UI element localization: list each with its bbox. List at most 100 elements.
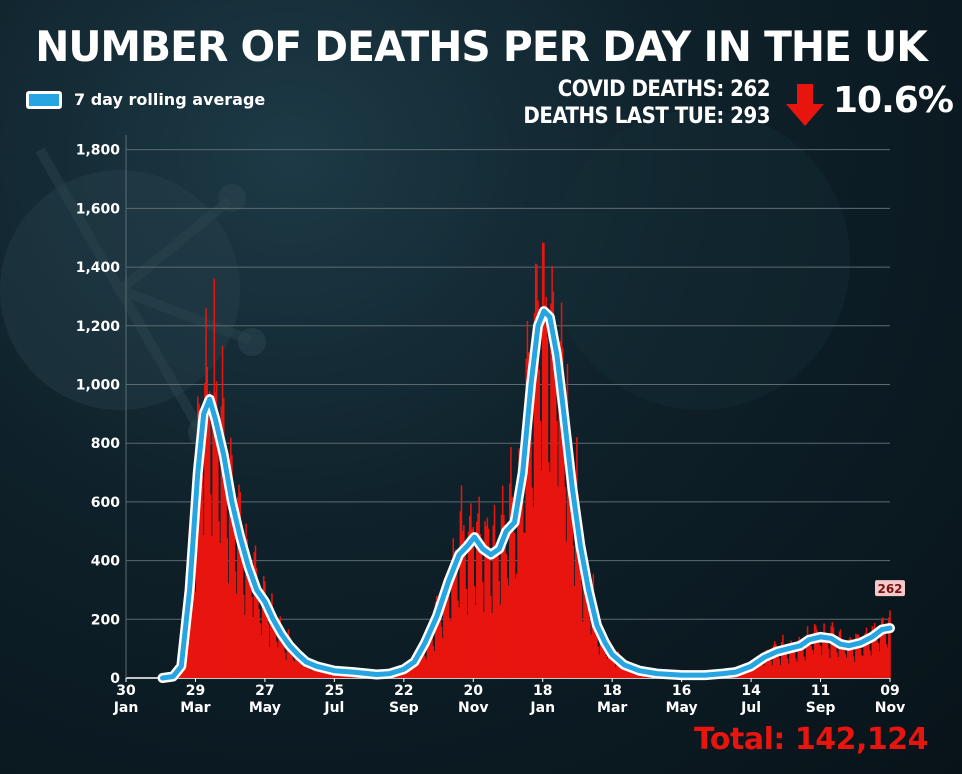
daily-bar: [217, 444, 219, 678]
daily-bar: [245, 523, 247, 678]
daily-bar: [424, 656, 426, 678]
daily-bar: [763, 665, 765, 678]
daily-bar: [607, 643, 610, 678]
daily-bar: [552, 291, 555, 678]
daily-bar: [509, 483, 511, 678]
daily-bar: [809, 637, 811, 678]
daily-bar: [520, 497, 523, 678]
daily-bar: [425, 659, 427, 678]
daily-bar: [759, 660, 762, 678]
daily-bar: [572, 545, 575, 678]
daily-bar: [800, 641, 803, 678]
daily-bar: [262, 576, 265, 678]
daily-bar: [213, 278, 216, 678]
daily-bar: [765, 650, 768, 678]
x-tick-day: 18: [602, 683, 621, 699]
daily-bar: [613, 661, 616, 678]
daily-bar: [884, 634, 887, 678]
daily-bar: [862, 656, 864, 678]
daily-bar: [869, 650, 871, 678]
daily-bar: [456, 566, 458, 678]
daily-bar: [856, 634, 858, 678]
daily-bar: [783, 648, 785, 678]
daily-bar: [760, 658, 763, 678]
daily-bar: [532, 506, 535, 678]
daily-bar: [531, 487, 533, 678]
daily-bar: [457, 600, 459, 678]
daily-bar: [544, 304, 546, 678]
x-tick-day: 18: [533, 683, 552, 699]
daily-bar: [433, 651, 436, 678]
daily-bar: [240, 536, 243, 678]
y-tick-label: 0: [110, 671, 120, 687]
daily-bar: [852, 656, 855, 678]
daily-bar: [845, 657, 848, 678]
daily-bar: [559, 340, 562, 678]
daily-bar: [234, 571, 237, 678]
daily-bar: [541, 242, 544, 678]
daily-bar: [787, 663, 790, 678]
daily-bar: [584, 550, 586, 678]
daily-bar: [772, 645, 775, 678]
chart-title: NUMBER OF DEATHS PER DAY IN THE UK: [35, 22, 928, 71]
daily-bar: [879, 629, 882, 678]
daily-bar: [230, 437, 232, 678]
daily-bar: [437, 598, 439, 678]
daily-bar: [504, 545, 506, 678]
daily-bar: [464, 543, 466, 678]
daily-bar: [511, 497, 513, 678]
daily-bar: [789, 643, 791, 678]
daily-bar: [311, 662, 313, 678]
daily-bar: [594, 619, 597, 678]
daily-bar: [570, 459, 572, 678]
daily-bar: [478, 496, 480, 678]
daily-bar: [775, 643, 777, 678]
daily-bar: [512, 498, 515, 678]
daily-bar: [605, 656, 608, 678]
daily-bar: [452, 538, 455, 678]
daily-bar: [819, 645, 822, 678]
daily-bar: [556, 420, 558, 678]
daily-bar: [860, 655, 863, 678]
daily-bar: [587, 600, 590, 678]
daily-bar: [471, 529, 473, 678]
daily-bar: [790, 640, 792, 678]
daily-bar: [517, 475, 519, 678]
daily-bar: [598, 654, 600, 678]
daily-bar: [453, 554, 456, 678]
daily-bar: [265, 594, 267, 678]
daily-bar: [830, 626, 832, 678]
daily-bar: [524, 532, 526, 678]
daily-bar: [228, 481, 231, 678]
daily-bar: [745, 671, 748, 678]
daily-bar: [844, 653, 847, 678]
daily-bar: [546, 337, 549, 678]
daily-bar: [310, 670, 312, 678]
daily-bar: [554, 349, 557, 678]
daily-bar: [593, 611, 596, 678]
daily-bar: [579, 545, 582, 678]
daily-bar: [255, 567, 258, 678]
daily-bar: [751, 665, 754, 678]
x-tick-day: 20: [464, 683, 484, 699]
x-tick-day: 29: [186, 683, 205, 699]
daily-bar: [231, 455, 233, 678]
daily-bar: [826, 638, 829, 678]
daily-bar: [824, 635, 827, 678]
daily-bar: [246, 539, 249, 678]
daily-bar: [241, 554, 244, 678]
daily-bar: [202, 535, 205, 678]
daily-bar: [630, 670, 632, 678]
daily-bar: [498, 581, 500, 678]
x-tick-day: 30: [116, 683, 136, 699]
daily-bar: [609, 640, 611, 678]
annotation-box: [875, 580, 905, 597]
daily-bar: [272, 608, 274, 678]
daily-bar: [220, 406, 223, 678]
daily-bar: [833, 640, 836, 678]
daily-bar: [823, 623, 825, 678]
daily-bar: [842, 639, 844, 678]
daily-bar: [816, 629, 818, 678]
daily-bar: [825, 640, 828, 678]
daily-bar: [485, 525, 487, 678]
